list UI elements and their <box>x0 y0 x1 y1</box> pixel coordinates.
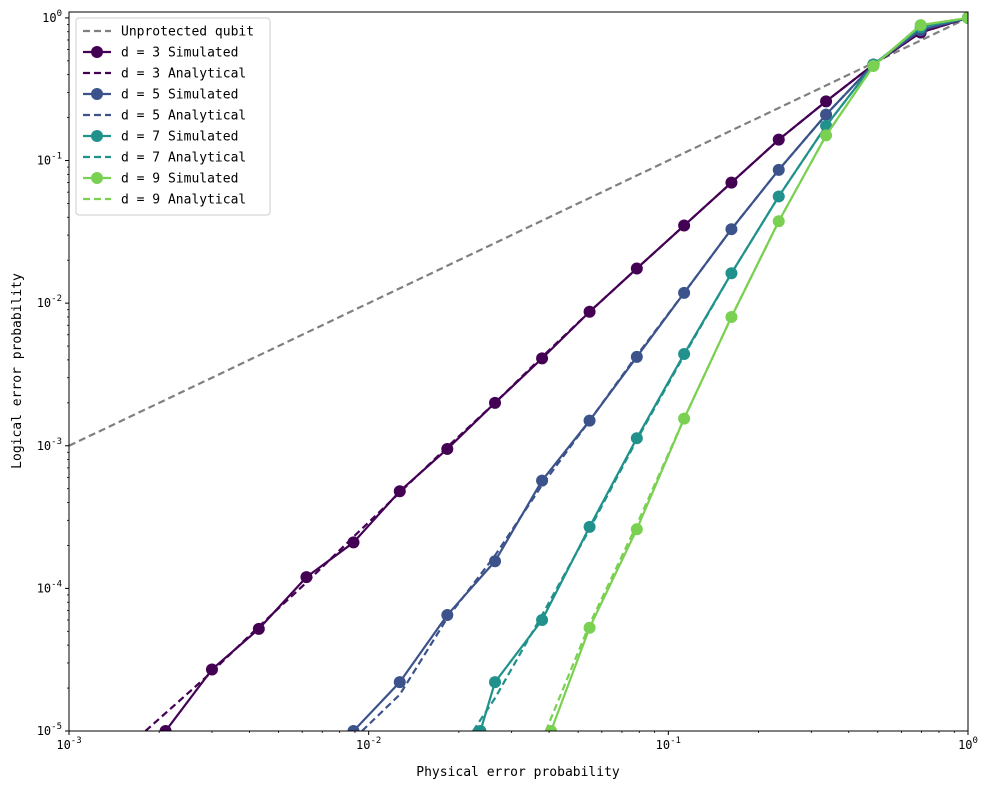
tick-label: 10-2 <box>356 736 381 752</box>
plot-area <box>69 12 968 731</box>
legend-label: d = 5 Analytical <box>121 109 246 124</box>
data-point <box>820 129 833 142</box>
data-point <box>536 474 549 487</box>
tick-label: 10-4 <box>37 579 62 595</box>
data-point <box>347 725 360 731</box>
legend-item: d = 3 Analytical <box>83 67 246 82</box>
legend-box <box>75 17 271 216</box>
series-line <box>361 16 968 731</box>
series-line <box>472 16 968 731</box>
tick-label: 10-1 <box>37 152 62 168</box>
data-point <box>441 442 454 455</box>
legend-label: d = 7 Simulated <box>121 130 238 145</box>
data-point <box>347 536 360 549</box>
legend-item: Unprotected qubit <box>83 25 254 40</box>
legend-label: d = 3 Simulated <box>121 46 238 61</box>
data-point <box>205 663 218 676</box>
data-point <box>441 609 454 622</box>
data-point <box>393 676 406 689</box>
y-axis-label: Logical error probability <box>10 273 25 469</box>
series-d-9-analytical <box>544 16 968 731</box>
legend-item: d = 7 Analytical <box>83 151 246 166</box>
tick-label: 10-5 <box>37 722 62 738</box>
legend-item: d = 9 Analytical <box>83 193 246 208</box>
x-axis: 10-3 10-2 10-1 100 <box>56 731 978 752</box>
legend-marker <box>91 172 103 184</box>
x-axis-label: Physical error probability <box>416 765 620 780</box>
y-axis: 10-5 10-4 10-3 10-2 10-1 100 <box>37 9 69 738</box>
data-point <box>583 621 596 634</box>
series-line <box>144 16 968 731</box>
tick-label: 100 <box>958 736 978 752</box>
legend-item: d = 5 Simulated <box>83 88 238 103</box>
series-d-7-analytical <box>472 16 968 731</box>
data-point <box>252 622 265 635</box>
data-point <box>159 725 172 731</box>
legend-label: d = 5 Simulated <box>121 88 238 103</box>
tick-label: 10-2 <box>37 294 62 310</box>
legend-item: d = 3 Simulated <box>83 46 238 61</box>
data-point <box>489 555 502 568</box>
legend-item: d = 5 Analytical <box>83 109 246 124</box>
legend-marker <box>91 88 103 100</box>
legend-label: d = 9 Analytical <box>121 193 246 208</box>
series-line <box>69 16 968 447</box>
legend-item: d = 7 Simulated <box>83 130 238 145</box>
data-point <box>772 215 785 228</box>
tick-label: 10-1 <box>656 736 681 752</box>
series-unprotected-qubit <box>69 16 968 447</box>
series-d-5-analytical <box>361 16 968 731</box>
series-line <box>544 16 968 731</box>
legend-label: d = 7 Analytical <box>121 151 246 166</box>
tick-label: 10-3 <box>56 736 81 752</box>
legend-marker <box>91 46 103 58</box>
data-point <box>474 725 487 731</box>
legend-label: Unprotected qubit <box>121 25 254 40</box>
tick-label: 100 <box>42 9 62 25</box>
legend-item: d = 9 Simulated <box>83 172 238 187</box>
data-point <box>536 614 549 627</box>
data-point <box>489 676 502 689</box>
axes-frame <box>68 11 969 732</box>
tick-label: 10-3 <box>37 437 62 453</box>
legend-label: d = 3 Analytical <box>121 67 246 82</box>
legend-marker <box>91 130 103 142</box>
data-point <box>630 523 643 536</box>
series-d-3-analytical <box>144 16 968 731</box>
legend-label: d = 9 Simulated <box>121 172 238 187</box>
legend: Unprotected qubit d = 3 Simulated d = 3 An… <box>75 17 271 216</box>
data-point <box>725 267 738 280</box>
